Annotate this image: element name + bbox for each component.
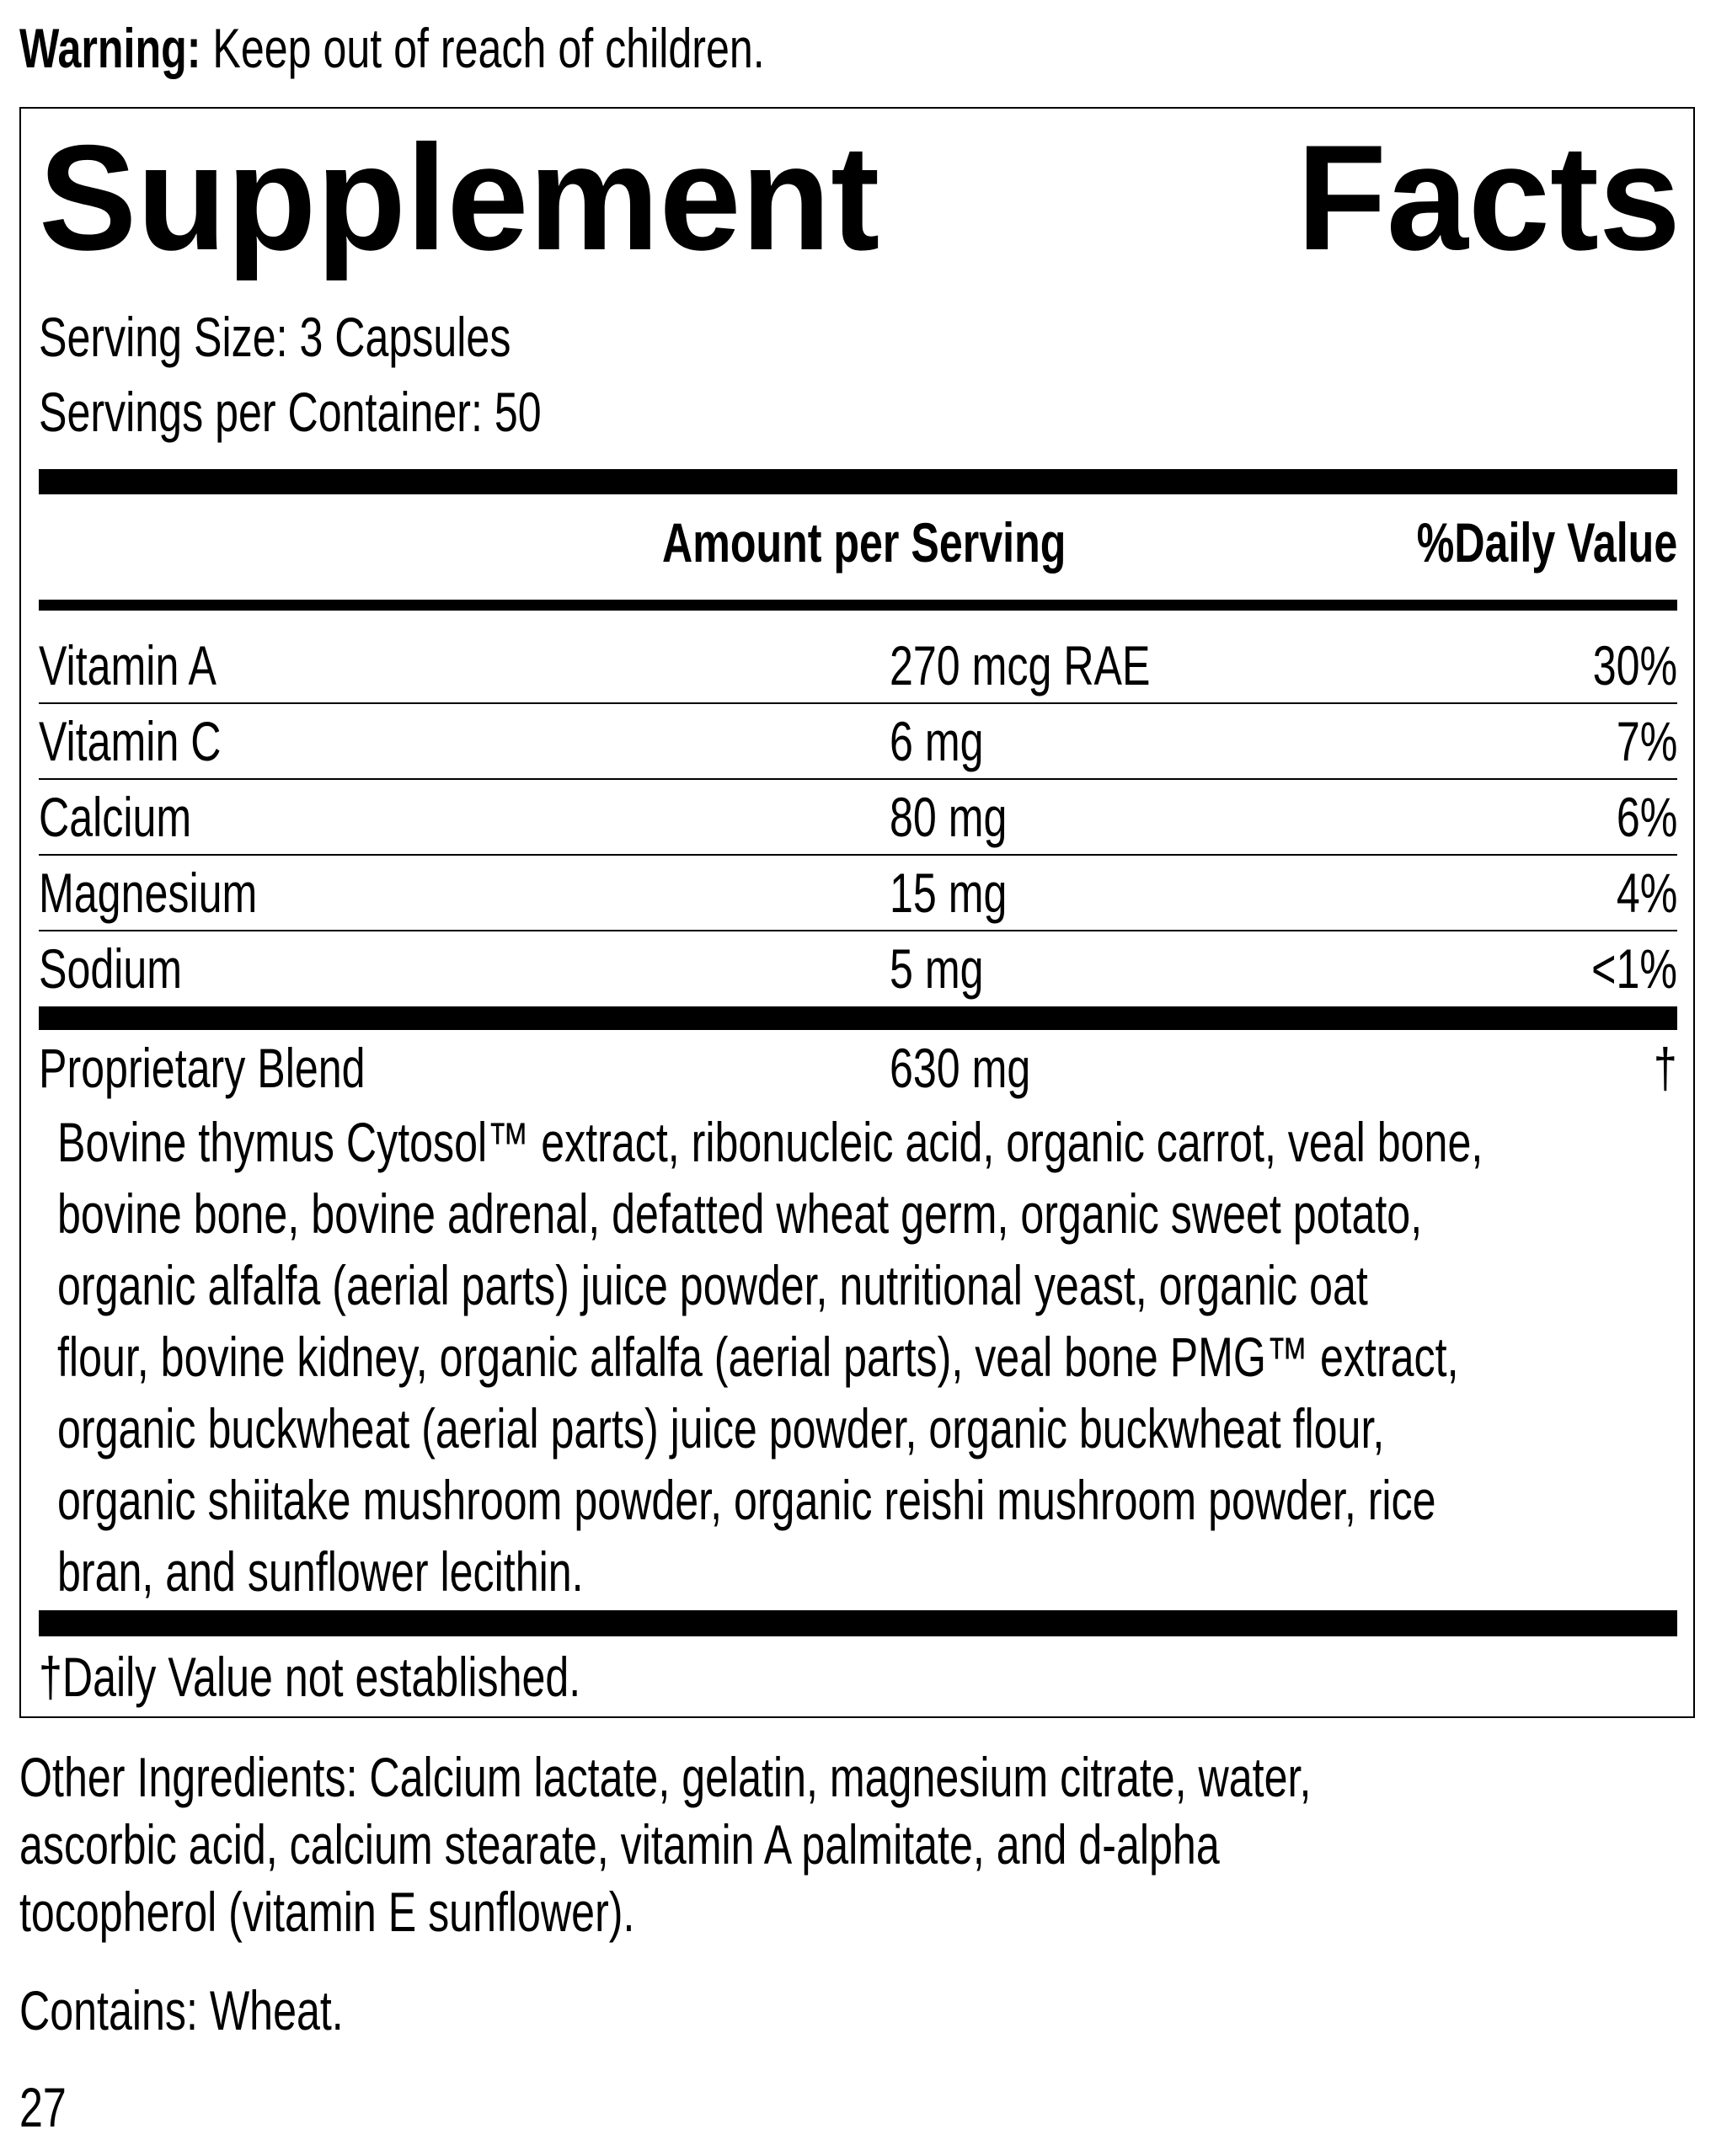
nutrient-daily-value: <1% — [1591, 937, 1677, 1000]
title-right: Facts — [1296, 114, 1681, 281]
warning-label: Warning: — [19, 17, 201, 79]
nutrient-name: Calcium — [39, 786, 192, 848]
blend-ingredient-line: Bovine thymus Cytosol™ extract, ribonucl… — [57, 1111, 1483, 1173]
nutrient-name: Magnesium — [39, 862, 258, 924]
blend-amount: 630 mg — [890, 1037, 1031, 1099]
nutrient-name: Vitamin C — [39, 710, 222, 772]
warning: Warning: Keep out of reach of children. — [19, 14, 765, 82]
nutrient-daily-value: 6% — [1616, 786, 1677, 848]
row-divider — [39, 778, 1677, 780]
row-divider — [39, 702, 1677, 704]
divider-medium — [39, 600, 1677, 611]
nutrient-daily-value: 7% — [1616, 710, 1677, 772]
other-ingredients-line: Other Ingredients: Calcium lactate, gela… — [19, 1746, 1312, 1808]
divider-thick — [39, 1006, 1677, 1030]
divider-thick — [39, 469, 1677, 494]
blend-ingredient-line: flour, bovine kidney, organic alfalfa (a… — [57, 1326, 1459, 1388]
warning-text: Keep out of reach of children. — [200, 17, 765, 79]
nutrient-amount: 80 mg — [890, 786, 1008, 848]
code: 27 — [19, 2076, 67, 2138]
nutrient-daily-value: 30% — [1592, 634, 1677, 696]
blend-dv: † — [1654, 1037, 1677, 1099]
contains: Contains: Wheat. — [19, 1979, 344, 2041]
row-divider — [39, 854, 1677, 856]
nutrient-daily-value: 4% — [1616, 862, 1677, 924]
divider-thick — [39, 1610, 1677, 1636]
title-left: Supplement — [39, 114, 880, 281]
serving-size: Serving Size: 3 Capsules — [39, 306, 511, 368]
row-divider — [39, 930, 1677, 931]
nutrient-name: Vitamin A — [39, 634, 217, 696]
footnote: †Daily Value not established. — [39, 1646, 581, 1708]
nutrient-amount: 5 mg — [890, 937, 984, 1000]
blend-ingredient-line: bovine bone, bovine adrenal, defatted wh… — [57, 1182, 1423, 1245]
nutrient-amount: 6 mg — [890, 710, 984, 772]
blend-ingredient-line: organic shiitake mushroom powder, organi… — [57, 1469, 1436, 1531]
other-ingredients-line: tocopherol (vitamin E sunflower). — [19, 1881, 635, 1943]
servings-per-container: Servings per Container: 50 — [39, 381, 542, 443]
header-amount: Amount per Serving — [662, 511, 1066, 574]
blend-ingredient-line: organic alfalfa (aerial parts) juice pow… — [57, 1254, 1368, 1316]
other-ingredients-line: ascorbic acid, calcium stearate, vitamin… — [19, 1813, 1220, 1876]
nutrient-amount: 270 mcg RAE — [890, 634, 1151, 696]
blend-name: Proprietary Blend — [39, 1037, 366, 1099]
nutrient-amount: 15 mg — [890, 862, 1008, 924]
blend-ingredient-line: bran, and sunflower lecithin. — [57, 1540, 584, 1603]
supplement-facts-panel — [19, 107, 1695, 1718]
blend-ingredient-line: organic buckwheat (aerial parts) juice p… — [57, 1397, 1385, 1460]
nutrient-name: Sodium — [39, 937, 183, 1000]
header-daily-value: %Daily Value — [1416, 511, 1677, 574]
